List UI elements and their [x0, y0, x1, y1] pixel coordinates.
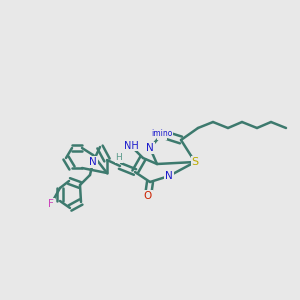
Text: N: N [89, 157, 97, 167]
Text: NH: NH [124, 141, 138, 151]
Text: S: S [191, 157, 199, 167]
Text: N: N [165, 171, 173, 181]
Text: F: F [48, 199, 54, 209]
Text: N: N [146, 143, 154, 153]
Text: H: H [116, 154, 122, 163]
Text: N: N [158, 129, 166, 139]
Text: O: O [144, 191, 152, 201]
Text: imino: imino [151, 128, 173, 137]
